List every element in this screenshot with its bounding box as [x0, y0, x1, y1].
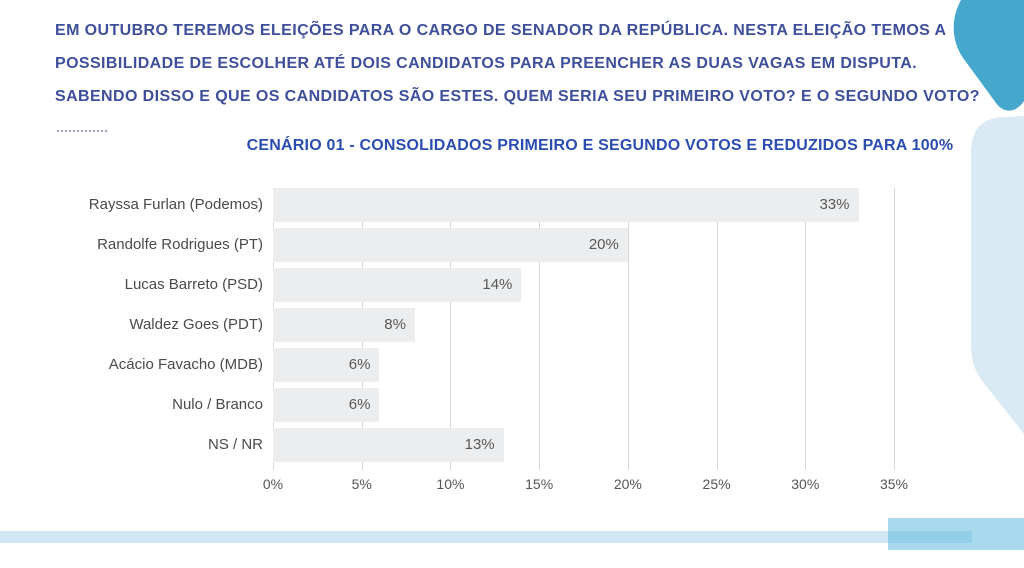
bar-5: 6%	[273, 388, 380, 422]
x-tick-0%: 0%	[262, 476, 284, 492]
intro-line-3: SABENDO DISSO E QUE OS CANDIDATOS SÃO ES…	[55, 88, 980, 105]
bar-4: 6%	[273, 348, 380, 382]
category-label-0: Rayssa Furlan (Podemos)	[88, 196, 263, 213]
gridline-30%	[805, 188, 807, 470]
bar-value-label: 8%	[384, 316, 406, 333]
x-tick-20%: 20%	[613, 476, 642, 492]
x-axis: 0% 5% 10% 15% 20% 25% 30% 35%	[60, 476, 908, 498]
category-label-6: NS / NR	[207, 436, 263, 453]
gridline-35%	[894, 188, 895, 470]
bar-value-label: 33%	[819, 196, 850, 213]
bar-0: 33%	[273, 188, 859, 222]
category-labels: Rayssa Furlan (Podemos) Randolfe Rodrigue…	[60, 188, 263, 470]
intro-line-2: POSSIBILIDADE DE ESCOLHER ATÉ DOIS CANDI…	[55, 55, 918, 72]
dotted-divider	[57, 130, 107, 132]
x-tick-25%: 25%	[702, 476, 731, 492]
x-tick-35%: 35%	[879, 476, 909, 492]
bar-value-label: 20%	[588, 236, 619, 253]
category-label-4: Acácio Favacho (MDB)	[108, 356, 263, 373]
x-tick-5%: 5%	[351, 476, 372, 492]
category-label-1: Randolfe Rodrigues (PT)	[97, 236, 263, 253]
gridline-10%	[450, 188, 452, 470]
category-label-3: Waldez Goes (PDT)	[129, 316, 263, 333]
gridline-25%	[716, 188, 718, 470]
bar-2: 14%	[273, 268, 522, 302]
bar-value-label: 6%	[348, 356, 371, 373]
bar-6: 13%	[273, 428, 504, 462]
decor-bottom-bar	[0, 531, 888, 543]
chart-title: CENÁRIO 01 - CONSOLIDADOS PRIMEIRO E SEG…	[246, 137, 954, 154]
bar-value-label: 13%	[464, 436, 495, 453]
bar-chart: Rayssa Furlan (Podemos) Randolfe Rodrigue…	[60, 188, 908, 504]
x-tick-15%: 15%	[525, 476, 554, 492]
decor-bottom-bar-overlap	[888, 531, 972, 543]
x-tick-10%: 10%	[436, 476, 465, 492]
plot-area: 33% 20% 14% 8% 6% 6% 13%	[273, 188, 895, 470]
decor-bottom-accent-rect	[888, 518, 1024, 550]
bar-value-label: 6%	[348, 396, 371, 413]
intro-line-1: EM OUTUBRO TEREMOS ELEIÇÕES PARA O CARGO…	[55, 22, 947, 39]
x-tick-30%: 30%	[791, 476, 820, 492]
category-label-5: Nulo / Branco	[172, 396, 263, 413]
gridline-15%	[539, 188, 541, 470]
bar-1: 20%	[273, 228, 628, 262]
decor-shape-right	[971, 116, 1024, 434]
gridline-20%	[627, 188, 629, 470]
intro-question: EM OUTUBRO TEREMOS ELEIÇÕES PARA O CARGO…	[55, 14, 980, 113]
category-label-2: Lucas Barreto (PSD)	[124, 276, 263, 293]
bar-value-label: 14%	[482, 276, 513, 293]
bar-3: 8%	[273, 308, 415, 342]
